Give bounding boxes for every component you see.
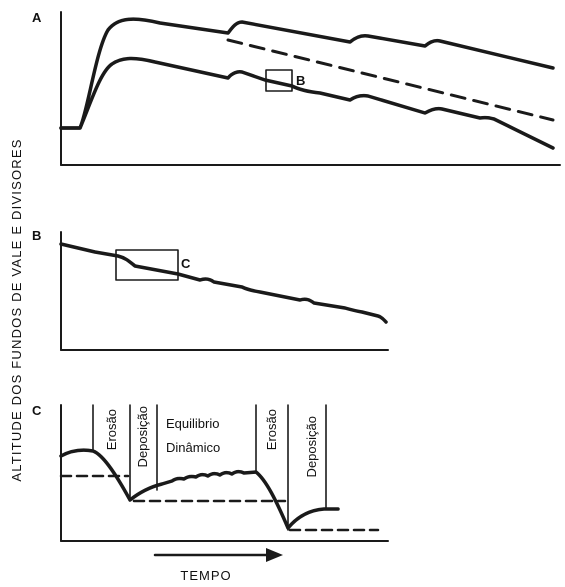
- panel-b-inset-box: [115, 249, 179, 281]
- panel-a-lower-curve: [59, 56, 555, 150]
- phase-label-deposition: Deposição: [135, 406, 150, 467]
- panel-b: B C: [32, 228, 389, 351]
- phase-label-erosion: Erosão: [104, 409, 119, 450]
- equilibrium-label-line1: Equilibrio: [166, 416, 219, 431]
- phase-label-deposition: Deposição: [304, 416, 319, 477]
- panel-c: C Erosão Deposição Erosão Deposição Equi…: [32, 403, 389, 542]
- panel-b-label: B: [32, 228, 41, 243]
- arrow-head-icon: [266, 548, 283, 562]
- panel-a-inset-label: B: [296, 73, 305, 88]
- y-axis-label: ALTITUDE DOS FUNDOS DE VALE E DIVISORES: [9, 138, 24, 481]
- panel-c-profile-curve: [59, 448, 340, 530]
- panel-b-curve: [59, 242, 388, 324]
- panel-a-label: A: [32, 10, 42, 25]
- panel-c-label: C: [32, 403, 42, 418]
- equilibrium-label-line2: Dinâmico: [166, 440, 220, 455]
- panel-a-inset-box: [265, 69, 293, 92]
- phase-label-erosion: Erosão: [264, 409, 279, 450]
- x-axis-label: TEMPO: [180, 568, 231, 583]
- panel-b-inset-label: C: [181, 256, 191, 271]
- panel-a-upper-curve: [59, 17, 555, 130]
- panel-a-dashed-line: [226, 38, 555, 122]
- time-arrow: [153, 548, 283, 562]
- panel-a: A B: [32, 10, 561, 166]
